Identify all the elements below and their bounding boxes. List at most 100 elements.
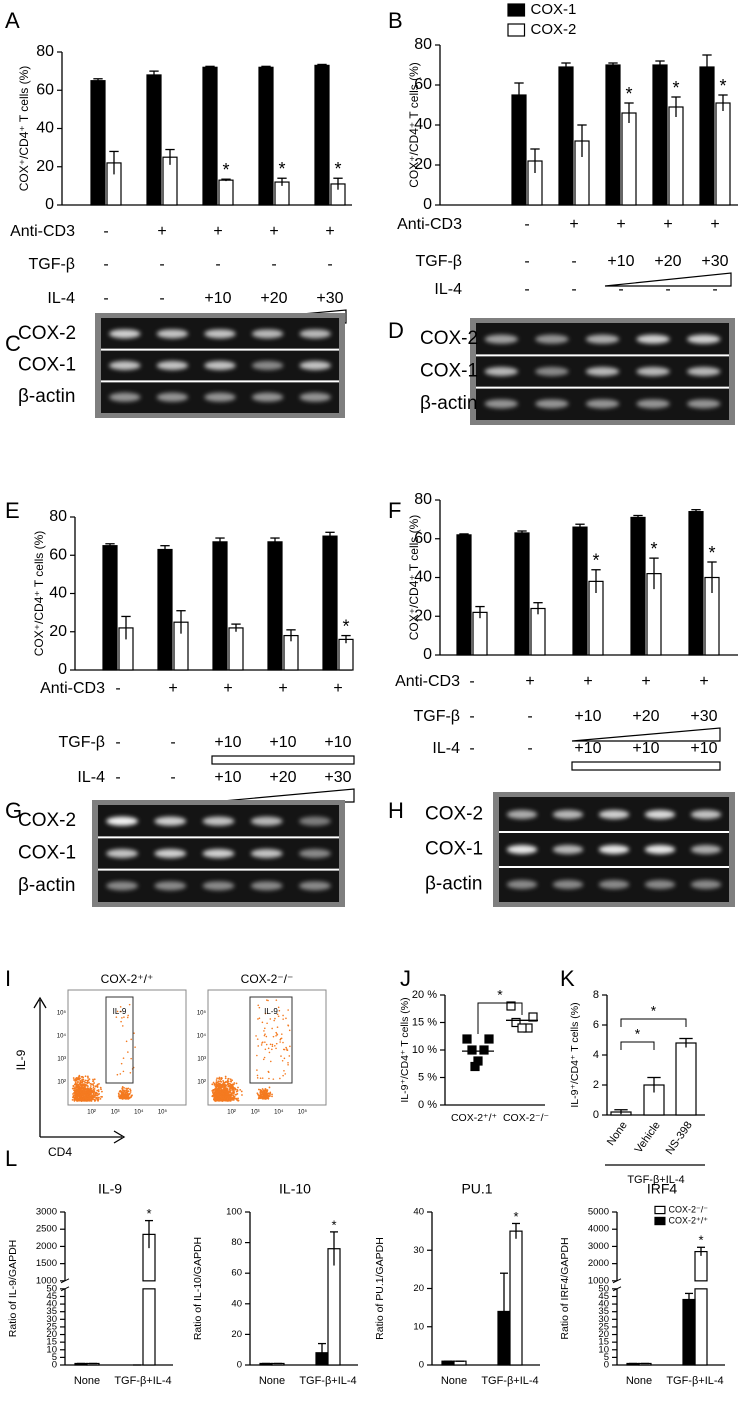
bar [157,548,173,671]
y-tick-label: 0 [423,196,432,213]
event [234,1088,237,1091]
event [215,1081,218,1084]
event [272,1035,275,1038]
gel-band [299,392,331,402]
bar [511,94,527,206]
event [127,1051,129,1053]
event [74,1079,77,1082]
event [126,1016,129,1019]
event [121,1025,124,1027]
event [261,1077,264,1079]
y-tick-label: 40 [414,569,432,586]
event [89,1090,92,1093]
condition-value: + [641,673,650,690]
event [267,1071,270,1073]
event [89,1082,92,1085]
y-tick-label: 45 [46,1291,57,1302]
event [74,1086,76,1089]
event [121,1017,123,1019]
event [84,1094,87,1097]
condition-value: - [524,216,529,233]
event [235,1097,238,1100]
event [219,1094,221,1096]
flow-x-tick: 10⁵ [158,1109,168,1116]
dose-ramp [571,727,721,742]
event [73,1089,75,1092]
event [81,1078,83,1081]
event [79,1082,81,1085]
event [225,1095,228,1098]
event [224,1075,227,1078]
event [88,1091,91,1094]
panel-label: F [388,498,401,523]
event [85,1098,88,1101]
event [284,1073,287,1075]
event [268,1051,271,1054]
event [92,1088,95,1091]
bar [621,112,637,206]
event [98,1096,100,1099]
event [86,1081,89,1084]
y-tick-label: 15 [46,1337,57,1348]
event [256,1077,259,1079]
event [223,1086,226,1088]
y-tick-label: 30 [46,1314,57,1325]
condition-name: Anti-CD3 [10,223,75,240]
event [76,1078,79,1081]
gel-band [202,849,235,858]
bar [218,179,234,206]
gel-band [484,367,518,376]
significance-star: * [222,160,229,180]
event [269,1060,272,1063]
condition-name: TGF-β [415,253,462,270]
event [214,1096,217,1098]
gel-band [687,334,721,344]
event [76,1083,79,1085]
event [94,1085,97,1088]
event [83,1089,86,1092]
axis-break [612,1278,622,1284]
condition-value: + [223,680,232,697]
event [275,1047,277,1050]
y-tick-label: 20 [46,1329,57,1340]
event [127,1090,130,1093]
gel-band [636,334,670,344]
event [229,1089,232,1092]
y-axis-label: Ratio of PU.1/GAPDH [374,1237,386,1340]
y-axis-label: IL-9⁺/CD4⁺ T cells (%) [569,1002,581,1107]
event [261,1088,264,1090]
gel-band [299,329,331,339]
event [271,1045,274,1047]
event [257,1018,259,1020]
significance-star: * [625,84,632,104]
event [89,1093,92,1096]
event [262,1058,265,1061]
event [237,1086,239,1089]
event [217,1080,220,1083]
y-tick-label: 80 [231,1237,242,1248]
gel-row-label: β-actin [18,875,75,896]
event [279,1041,281,1043]
event [259,1077,262,1079]
x-tick-label: TGF-β+IL-4 [481,1375,538,1387]
significance-star: * [513,1209,518,1224]
condition-value: - [524,281,529,298]
condition-value: +30 [690,708,717,725]
event [218,1084,221,1087]
event [122,1057,125,1059]
gel-band [687,399,721,409]
y-tick-label: 30 [598,1314,609,1325]
condition-value: +10 [214,734,241,751]
condition-value: - [524,253,529,270]
legend-label: COX-2 [531,21,577,38]
event [263,1034,266,1037]
event [126,1095,129,1097]
chart-title: IRF4 [647,1181,678,1197]
y-tick-label: 60 [36,81,54,98]
condition-value: + [710,216,719,233]
x-tick-label: TGF-β+IL-4 [299,1375,356,1387]
y-tick-label: 1000 [588,1275,609,1286]
y-tick-label: 80 [36,43,54,60]
event [220,1085,222,1088]
